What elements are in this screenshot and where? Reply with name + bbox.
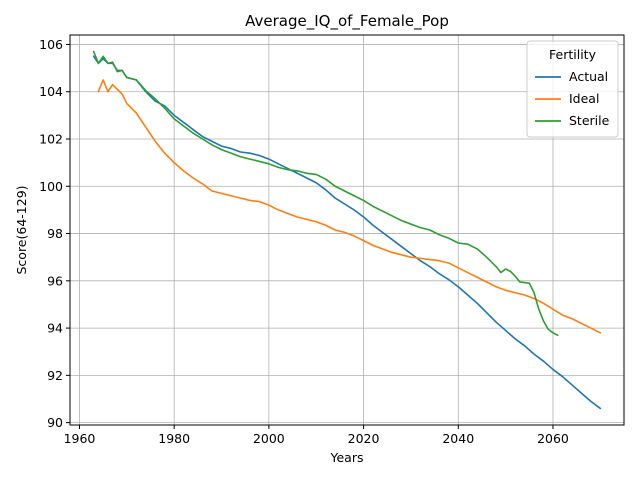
x-tick-label: 2060 [537, 431, 569, 446]
x-tick-label: 1960 [64, 431, 96, 446]
legend: Fertility Actual Ideal Sterile [526, 40, 619, 138]
series-line-ideal [97, 79, 602, 334]
y-tick-label: 94 [47, 321, 63, 336]
series-line-actual [92, 55, 602, 410]
x-tick-label: 2040 [442, 431, 474, 446]
x-tick-label: 2020 [348, 431, 380, 446]
y-axis-label: Score(64-129) [14, 185, 29, 274]
legend-title: Fertility [549, 47, 597, 62]
x-axis-label: Years [330, 450, 364, 465]
y-tick-label: 104 [39, 84, 63, 99]
x-tick-label: 1980 [158, 431, 190, 446]
y-tick-label: 90 [47, 415, 63, 430]
y-tick-label: 98 [47, 226, 63, 241]
series-lines [92, 50, 602, 410]
legend-label-ideal: Ideal [569, 91, 599, 106]
y-tick-label: 100 [39, 179, 63, 194]
legend-box [526, 40, 619, 138]
x-tick-label: 2000 [253, 431, 285, 446]
legend-label-sterile: Sterile [569, 113, 610, 128]
series-line-sterile [92, 50, 559, 336]
plot-frame [69, 34, 625, 426]
y-tick-label: 96 [47, 273, 63, 288]
legend-entries: Actual Ideal Sterile [535, 69, 610, 128]
legend-label-actual: Actual [569, 69, 608, 84]
chart-title: Average_IQ_of_Female_Pop [245, 12, 449, 31]
axis-ticks: 1960 1980 2000 2020 2040 2060 90 92 94 96 98 100 102… [39, 37, 569, 446]
y-tick-label: 106 [39, 37, 63, 52]
y-tick-label: 102 [39, 132, 63, 147]
y-tick-label: 92 [47, 368, 63, 383]
